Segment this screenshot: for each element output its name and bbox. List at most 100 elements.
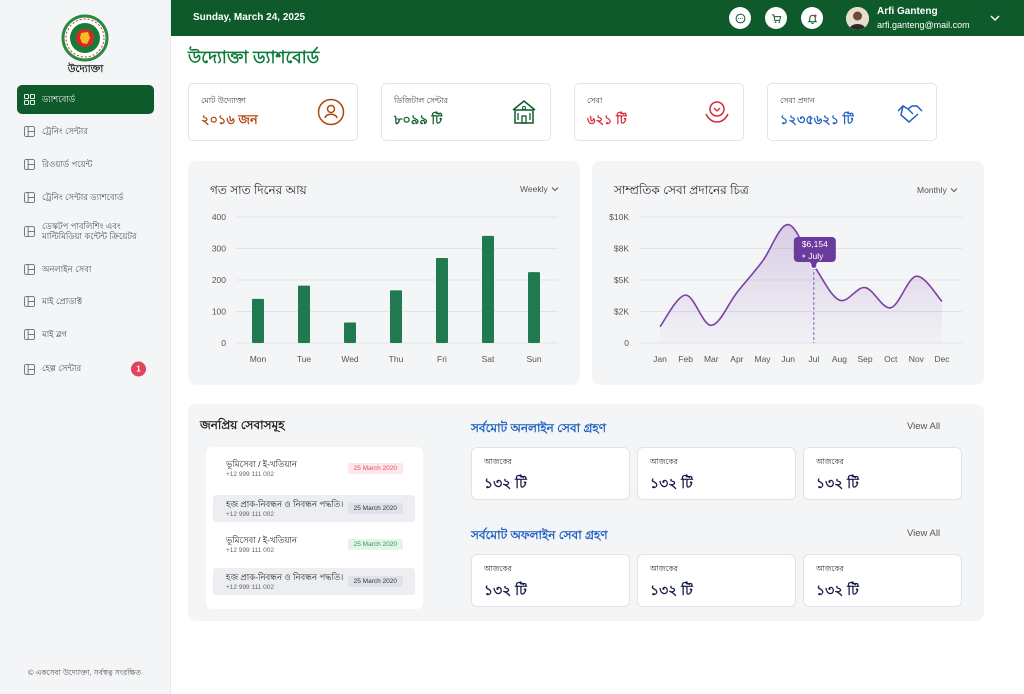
service-phone: +12 999 111 002 xyxy=(226,584,275,591)
avatar[interactable] xyxy=(846,7,869,30)
cart-icon xyxy=(771,13,781,23)
area-fill xyxy=(660,224,942,343)
x-tick-label: Sep xyxy=(858,354,873,364)
sidebar-item-reward-point[interactable]: রিওয়ার্ড পয়েন্ট xyxy=(17,159,154,170)
stat-value: ১৩২ টি xyxy=(650,475,693,491)
x-tick-label: Mon xyxy=(250,354,267,364)
sidebar: উদ্যোক্তা ড্যাশবোর্ড ট্রেনিং সেন্টার রিও… xyxy=(0,0,171,694)
view-all-offline-link[interactable]: View All xyxy=(907,528,941,539)
stat-label: আজকের xyxy=(484,457,512,466)
x-tick-label: Fri xyxy=(437,354,447,364)
y-tick-label: $2K xyxy=(614,307,629,317)
sidebar-item-desktop-publishing[interactable]: ডেস্কটপ পাবলিশিং এবং মাল্টিমিডিয়া কন্টে… xyxy=(17,221,154,242)
x-tick-label: May xyxy=(755,354,772,364)
sidebar-item-help-center[interactable]: হেল্প সেন্টার 1 xyxy=(17,361,154,377)
date-badge: 25 March 2020 xyxy=(347,503,403,514)
user-name: Arfi Ganteng xyxy=(877,6,938,17)
x-tick-label: Jan xyxy=(653,354,667,364)
hands-care-icon xyxy=(705,101,729,123)
online-stat-card[interactable]: আজকের ১৩২ টি xyxy=(637,447,796,500)
notification-button[interactable] xyxy=(801,7,823,29)
stat-value: ৮০৯৯ টি xyxy=(394,112,443,127)
sidebar-item-online-service[interactable]: অনলাইন সেবা xyxy=(17,264,154,275)
online-stat-card[interactable]: আজকের ১৩২ টি xyxy=(471,447,630,500)
list-item[interactable]: ভূমিসেবা / ই-খতিয়ান +12 999 111 002 25 … xyxy=(213,531,415,558)
stat-label: সেবা প্রদান xyxy=(780,96,815,105)
handshake-icon xyxy=(897,105,923,123)
stat-card-services[interactable]: সেবা ৬২১ টি xyxy=(574,83,744,141)
revenue-chart-panel: গত সাত দিনের আয় Weekly 400 300 200 100 0 Mon… xyxy=(188,161,580,385)
stat-value: ১২৩৫৬২১ টি xyxy=(780,112,854,127)
x-tick-label: Jul xyxy=(808,354,819,364)
period-dropdown[interactable]: Weekly xyxy=(520,184,559,194)
offline-stat-card[interactable]: আজকের ১৩২ টি xyxy=(637,554,796,607)
sidebar-item-dashboard[interactable]: ড্যাশবোর্ড xyxy=(17,85,154,114)
stat-value: ১৩২ টি xyxy=(650,582,693,598)
sidebar-item-my-blog[interactable]: মাই ব্লগ xyxy=(17,329,154,340)
service-name: ভূমিসেবা / ই-খতিয়ান xyxy=(226,535,297,545)
x-tick-label: Oct xyxy=(884,354,898,364)
layout-icon xyxy=(24,192,35,203)
top-bar: Sunday, March 24, 2025 Arfi Ganteng arfi… xyxy=(171,0,1024,36)
period-dropdown[interactable]: Monthly xyxy=(917,185,958,195)
list-item[interactable]: ভূমিসেবা / ই-খতিয়ান +12 999 111 002 25 … xyxy=(213,455,415,482)
tooltip-pointer xyxy=(809,262,818,267)
layout-icon xyxy=(24,296,35,307)
stat-label: মোট উদ্যোক্তা xyxy=(201,96,246,105)
layout-icon xyxy=(24,226,35,238)
online-services-title: সর্বমোট অনলাইন সেবা গ্রহণ xyxy=(471,421,606,435)
stat-label: আজকের xyxy=(484,564,512,573)
service-phone: +12 999 111 002 xyxy=(226,511,275,518)
y-tick-label: $5K xyxy=(614,275,629,285)
stat-label: আজকের xyxy=(816,564,844,573)
chevron-down-icon xyxy=(551,187,559,192)
stat-value: ৬২১ টি xyxy=(587,112,627,127)
online-stat-card[interactable]: আজকের ১৩২ টি xyxy=(803,447,962,500)
offline-stat-card[interactable]: আজকের ১৩২ টি xyxy=(471,554,630,607)
popular-services-title: জনপ্রিয় সেবাসমূহ xyxy=(200,418,285,432)
stat-value: ১৩২ টি xyxy=(484,475,527,491)
y-tick-label: 0 xyxy=(624,338,629,348)
service-phone: +12 999 111 002 xyxy=(226,471,275,478)
date-badge: 25 March 2020 xyxy=(347,463,403,474)
chat-button[interactable] xyxy=(729,7,751,29)
x-tick-label: Sun xyxy=(526,354,541,364)
sidebar-item-training-dashboard[interactable]: ট্রেনিং সেন্টার ড্যাশবোর্ড xyxy=(17,192,154,203)
y-tick-label: $10K xyxy=(609,212,629,222)
service-name: ভূমিসেবা / ই-খতিয়ান xyxy=(226,459,297,469)
service-chart-panel: সাম্প্রতিক সেবা প্রদানের চিত্র Monthly $… xyxy=(592,161,984,385)
bar xyxy=(528,272,540,343)
cart-button[interactable] xyxy=(765,7,787,29)
service-name: হজ প্রাক-নিবন্ধন ও নিবন্ধন পদ্ধতি। xyxy=(226,572,344,582)
layout-icon xyxy=(24,264,35,275)
chat-icon xyxy=(735,13,745,23)
stat-label: আজকের xyxy=(650,457,678,466)
government-logo xyxy=(61,14,109,62)
y-tick-label: 0 xyxy=(221,338,226,348)
revenue-bar-chart: 400 300 200 100 0 Mon Tue Wed Thu Fri Sat Sun xyxy=(212,212,558,364)
x-tick-label: Tue xyxy=(297,354,312,364)
stat-card-services-delivered[interactable]: সেবা প্রদান ১২৩৫৬২১ টি xyxy=(767,83,937,141)
bar xyxy=(298,285,310,343)
list-item[interactable]: হজ প্রাক-নিবন্ধন ও নিবন্ধন পদ্ধতি। +12 9… xyxy=(213,568,415,595)
stat-value: ১৩২ টি xyxy=(816,475,859,491)
bell-icon xyxy=(807,13,817,24)
date-badge: 25 March 2020 xyxy=(347,539,403,550)
stat-card-digital-centers[interactable]: ডিজিটাল সেন্টার ৮০৯৯ টি xyxy=(381,83,551,141)
bar xyxy=(252,298,264,343)
stat-label: সেবা xyxy=(587,96,603,105)
stat-card-entrepreneurs[interactable]: মোট উদ্যোক্তা ২০১৬ জন xyxy=(188,83,358,141)
sidebar-item-training-center[interactable]: ট্রেনিং সেন্টার xyxy=(17,126,154,137)
date-badge: 25 March 2020 xyxy=(347,576,403,587)
sidebar-item-label: ডেস্কটপ পাবলিশিং এবং মাল্টিমিডিয়া কন্টে… xyxy=(42,221,137,241)
x-tick-label: Aug xyxy=(832,354,847,364)
sidebar-item-my-product[interactable]: মাই প্রোডাক্ট xyxy=(17,296,154,307)
view-all-online-link[interactable]: View All xyxy=(907,421,941,432)
chevron-down-icon[interactable] xyxy=(989,12,1001,24)
notification-badge: 1 xyxy=(131,361,146,377)
list-item[interactable]: হজ প্রাক-নিবন্ধন ও নিবন্ধন পদ্ধতি। +12 9… xyxy=(213,495,415,522)
period-label: Weekly xyxy=(520,184,548,194)
chevron-down-icon xyxy=(950,188,958,193)
current-date: Sunday, March 24, 2025 xyxy=(193,12,306,23)
offline-stat-card[interactable]: আজকের ১৩২ টি xyxy=(803,554,962,607)
